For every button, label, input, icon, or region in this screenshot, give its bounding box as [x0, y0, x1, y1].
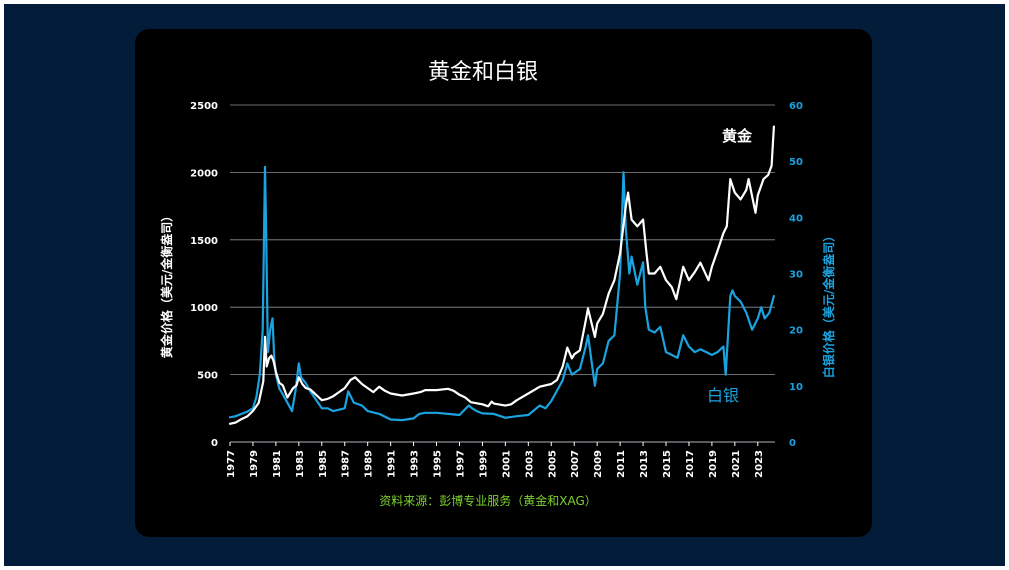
x-tick-label: 2007 — [570, 450, 581, 478]
chart-title: 黄金和白银 — [428, 60, 538, 85]
x-tick-label: 2015 — [662, 450, 673, 478]
right-tick-label: 60 — [789, 101, 803, 112]
x-axis-ticks: 1977 1979 1981 1983 1985 1987 1989 1991 1993 1995… — [226, 442, 765, 478]
x-tick-label: 2009 — [593, 450, 604, 478]
x-tick-label: 2013 — [639, 450, 650, 478]
x-tick-label: 2001 — [501, 450, 512, 478]
left-tick-label: 2000 — [190, 168, 218, 179]
right-tick-label: 30 — [789, 270, 803, 281]
left-tick-label: 0 — [211, 438, 218, 449]
x-tick-label: 1993 — [410, 450, 421, 478]
x-tick-label: 1985 — [318, 450, 329, 478]
x-tick-label: 2005 — [547, 450, 558, 478]
left-tick-label: 1000 — [190, 303, 218, 314]
right-axis-ticks: 0 10 20 30 40 50 60 — [789, 101, 803, 449]
x-tick-label: 2023 — [754, 450, 765, 478]
x-tick-label: 2021 — [731, 450, 742, 478]
x-tick-label: 1997 — [455, 450, 466, 478]
gold-series-line — [228, 125, 776, 425]
x-tick-label: 1979 — [249, 450, 260, 478]
source-note: 资料来源：彭博专业服务（黄金和XAG） — [379, 493, 597, 508]
x-tick-label: 2017 — [685, 450, 696, 478]
left-axis-label: 黄金价格（美元/金衡盎司） — [159, 210, 174, 358]
right-tick-label: 20 — [789, 326, 803, 337]
gold-annotation: 黄金 — [722, 127, 753, 145]
left-tick-label: 500 — [197, 371, 218, 382]
chart-panel: 黄金和白银 0 500 1000 1500 2000 2500 0 10 20 30 40 50 60… — [135, 29, 872, 537]
x-tick-label: 1977 — [226, 450, 237, 478]
right-tick-label: 40 — [789, 213, 803, 224]
x-tick-label: 1995 — [433, 450, 444, 478]
x-tick-label: 1981 — [272, 450, 283, 478]
x-tick-label: 1987 — [341, 450, 352, 478]
x-tick-label: 1991 — [387, 450, 398, 478]
right-tick-label: 10 — [789, 382, 803, 393]
gold-silver-chart: 黄金和白银 0 500 1000 1500 2000 2500 0 10 20 30 40 50 60… — [159, 60, 836, 508]
silver-series-line — [228, 165, 776, 422]
x-tick-label: 1999 — [478, 450, 489, 478]
x-tick-label: 2019 — [708, 450, 719, 478]
right-tick-label: 0 — [789, 438, 796, 449]
series-lines — [228, 125, 776, 425]
left-tick-label: 1500 — [190, 236, 218, 247]
right-tick-label: 50 — [789, 157, 803, 168]
grid-lines — [230, 104, 775, 443]
silver-annotation: 白银 — [707, 386, 739, 405]
right-axis-label: 白银价格（美元/金衡盎司） — [821, 230, 836, 378]
x-tick-label: 1983 — [295, 450, 306, 478]
left-axis-ticks: 0 500 1000 1500 2000 2500 — [190, 101, 218, 449]
x-tick-label: 2003 — [524, 450, 535, 478]
x-tick-label: 1989 — [364, 450, 375, 478]
x-tick-label: 2011 — [616, 450, 627, 478]
left-tick-label: 2500 — [190, 101, 218, 112]
